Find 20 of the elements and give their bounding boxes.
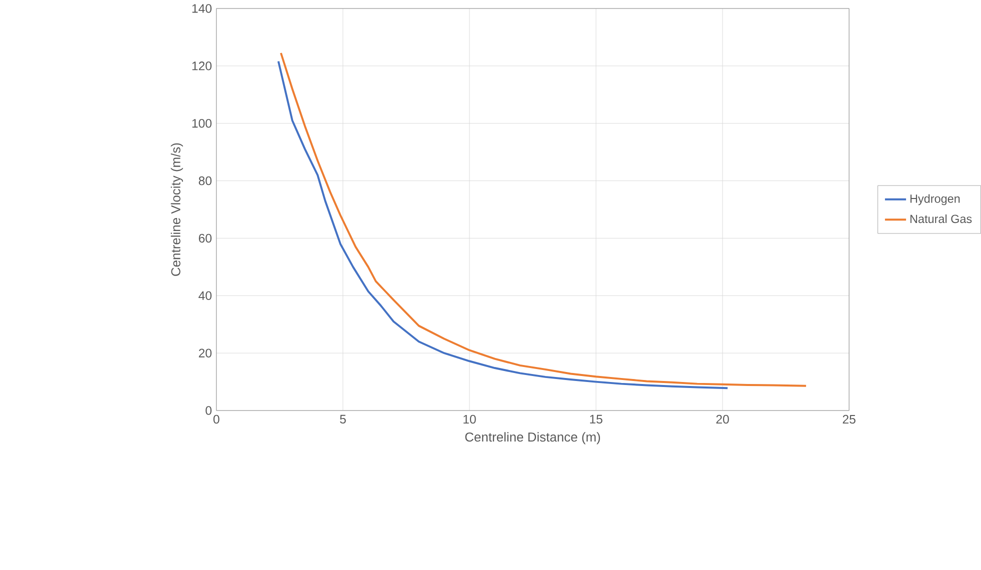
x-tick-label: 20: [716, 414, 729, 424]
y-tick-label: 100: [192, 119, 212, 128]
line-series: [280, 52, 808, 387]
y-tick-label: 120: [192, 62, 212, 70]
y-tick-label: 20: [198, 348, 212, 358]
y-tick-label: 60: [198, 234, 212, 243]
legend-label: Hydrogen: [910, 194, 960, 206]
x-tick-label: 0: [213, 414, 220, 424]
x-tick-label: 15: [590, 414, 602, 424]
y-tick-label: 140: [192, 4, 212, 13]
y-axis-title: Centreline Vlocity (m/s): [170, 143, 183, 276]
x-axis-title: Centreline Distance (m): [465, 432, 600, 444]
x-tick-label: 5: [340, 414, 346, 424]
y-tick-label: 80: [198, 176, 212, 186]
line-series: [277, 60, 729, 390]
y-tick-label: 40: [198, 291, 212, 300]
legend-label: Natural Gas: [910, 214, 972, 224]
y-tick-label: 0: [206, 406, 212, 415]
x-tick-label: 10: [464, 414, 476, 424]
x-tick-label: 25: [842, 414, 856, 424]
